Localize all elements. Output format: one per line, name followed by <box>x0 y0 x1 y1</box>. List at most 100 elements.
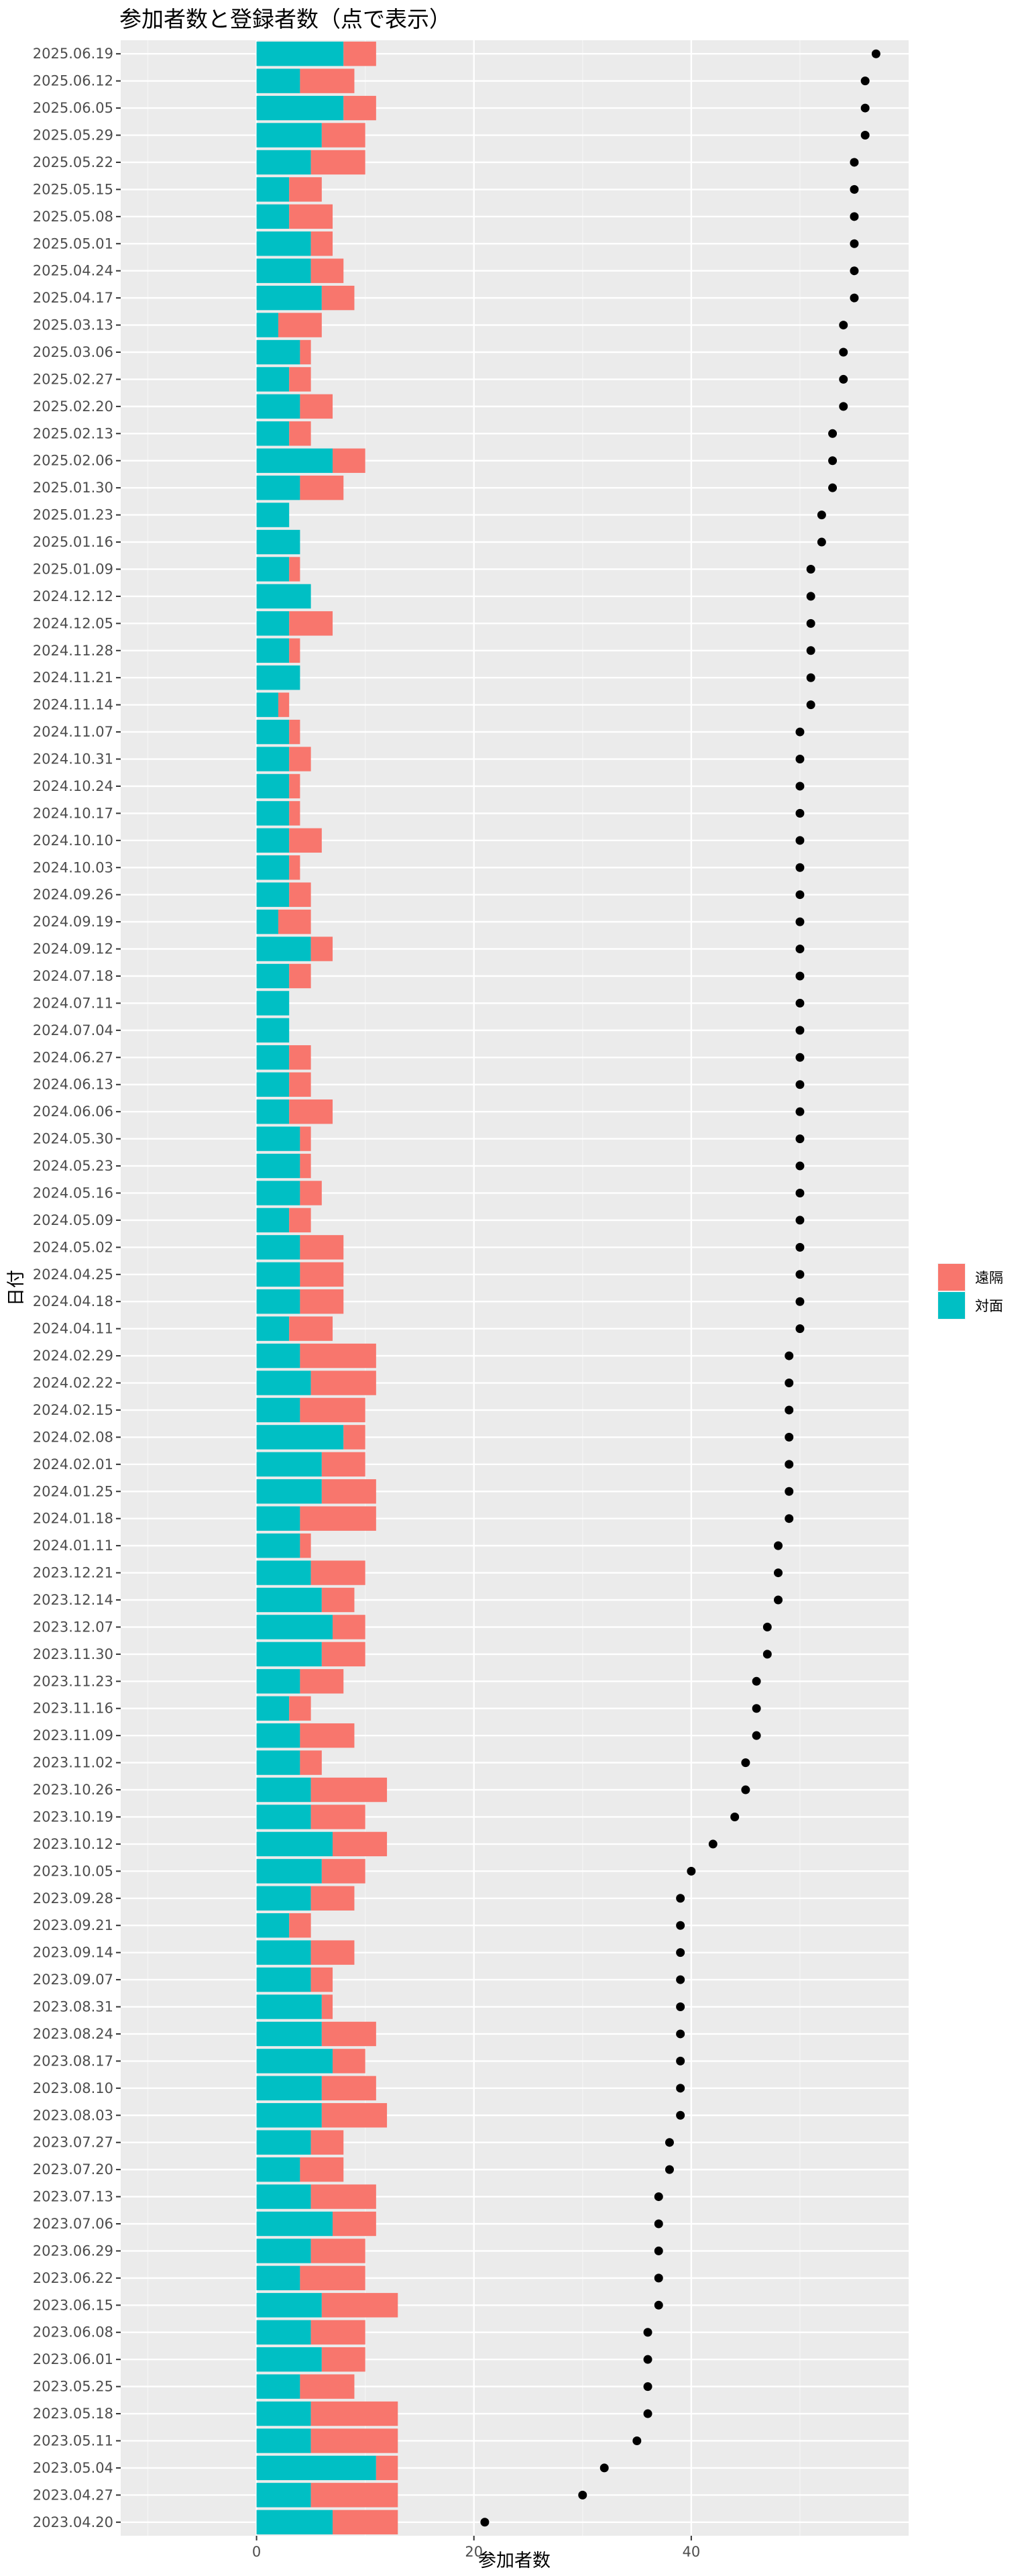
bar-remote <box>289 638 300 663</box>
registrant-point <box>795 1161 805 1171</box>
bar-remote <box>333 2211 376 2237</box>
registrant-point <box>860 76 870 86</box>
y-tick-label: 2025.05.22 <box>33 154 113 170</box>
bar-in-person <box>256 2401 311 2426</box>
y-tick-label: 2025.02.27 <box>33 371 113 387</box>
registrant-point <box>752 1676 761 1686</box>
registrant-point <box>643 2355 652 2364</box>
registrant-point <box>795 755 805 764</box>
y-tick-label: 2023.05.25 <box>33 2379 113 2395</box>
bar-in-person <box>256 68 300 93</box>
bar-in-person <box>256 1289 300 1314</box>
registrant-point <box>643 2409 652 2418</box>
registrant-point <box>599 2463 609 2473</box>
y-tick-label: 2023.04.20 <box>33 2514 113 2530</box>
y-tick-label: 2024.05.16 <box>33 1185 113 1201</box>
bar-remote <box>289 801 300 826</box>
y-tick-label: 2023.06.01 <box>33 2351 113 2367</box>
bar-in-person <box>256 1560 311 1585</box>
bar-remote <box>343 1425 365 1450</box>
registrant-point <box>785 1460 794 1469</box>
registrant-point <box>817 537 826 547</box>
bar-remote <box>310 2184 376 2209</box>
registrant-point <box>762 1650 772 1659</box>
bar-in-person <box>256 1343 300 1368</box>
registrant-point <box>806 646 815 655</box>
registrant-point <box>795 1107 805 1116</box>
bar-in-person <box>256 1397 300 1423</box>
bar-in-person <box>256 1669 300 1694</box>
y-tick-label: 2023.11.23 <box>33 1673 113 1689</box>
bar-remote <box>278 909 311 934</box>
y-tick-label: 2025.05.08 <box>33 209 113 225</box>
bar-remote <box>278 692 290 717</box>
bar-in-person <box>256 1994 322 2019</box>
bar-remote <box>321 1452 365 1477</box>
y-tick-label: 2023.08.24 <box>33 2026 113 2042</box>
y-tick-label: 2023.07.06 <box>33 2216 113 2232</box>
bar-remote <box>310 2239 365 2263</box>
registrant-point <box>708 1839 718 1849</box>
registrant-point <box>795 971 805 981</box>
major-gridlines <box>121 40 909 2536</box>
bar-remote <box>321 1479 376 1504</box>
bar-in-person <box>256 638 290 663</box>
registrant-point <box>828 456 838 466</box>
registrant-point <box>795 863 805 872</box>
bar-remote <box>310 150 365 175</box>
y-tick-label: 2024.05.23 <box>33 1158 113 1174</box>
bar-remote <box>300 1506 376 1531</box>
y-tick-label: 2025.06.19 <box>33 46 113 62</box>
bar-remote <box>289 367 311 392</box>
bar-in-person <box>256 1587 322 1613</box>
registrant-point <box>795 998 805 1008</box>
registrant-point <box>785 1379 794 1388</box>
registrant-point <box>676 2084 685 2093</box>
bar-in-person <box>256 1262 300 1287</box>
bar-remote <box>289 1913 311 1938</box>
registrant-point <box>643 2382 652 2392</box>
y-tick-label: 2023.12.21 <box>33 1565 113 1581</box>
registrant-point <box>850 266 859 276</box>
y-tick-label: 2025.03.06 <box>33 344 113 360</box>
bar-remote <box>300 1397 365 1423</box>
bar-remote <box>310 1967 333 1992</box>
bar-in-person <box>256 1805 311 1829</box>
registrant-point <box>795 1242 805 1252</box>
registrant-points <box>480 49 880 2527</box>
bar-in-person <box>256 2049 333 2074</box>
bar-in-person <box>256 2428 311 2453</box>
bar-remote <box>289 177 322 202</box>
y-tick-label: 2023.06.22 <box>33 2270 113 2286</box>
y-tick-label: 2024.10.31 <box>33 751 113 767</box>
x-axis-title: 参加者数 <box>478 2551 551 2571</box>
y-tick-label: 2023.04.27 <box>33 2487 113 2503</box>
bar-in-person <box>256 1967 311 1992</box>
registrant-point <box>665 2165 674 2174</box>
registrant-point <box>676 2002 685 2012</box>
bar-in-person <box>256 801 290 826</box>
y-tick-label: 2023.06.08 <box>33 2324 113 2341</box>
bar-remote <box>289 611 333 636</box>
y-tick-label: 2023.10.12 <box>33 1836 113 1852</box>
bar-remote <box>321 2347 365 2372</box>
bar-in-person <box>256 529 300 555</box>
y-tick-label: 2025.01.30 <box>33 480 113 496</box>
bar-remote <box>300 475 344 500</box>
bar-remote <box>310 1777 388 1803</box>
bar-in-person <box>256 313 278 337</box>
bar-remote <box>310 936 333 961</box>
bar-remote <box>289 747 311 771</box>
y-tick-label: 2025.05.01 <box>33 235 113 252</box>
bar-in-person <box>256 1371 311 1395</box>
y-tick-label: 2025.01.09 <box>33 561 113 577</box>
bar-in-person <box>256 1723 300 1748</box>
bar-remote <box>289 421 311 446</box>
registrant-point <box>795 1053 805 1062</box>
y-tick-label: 2024.09.19 <box>33 914 113 930</box>
bar-in-person <box>256 557 290 582</box>
y-tick-label: 2024.10.03 <box>33 859 113 875</box>
registrant-point <box>795 1297 805 1306</box>
x-tick-label: 20 <box>465 2544 483 2560</box>
y-tick-label: 2024.06.06 <box>33 1104 113 1120</box>
